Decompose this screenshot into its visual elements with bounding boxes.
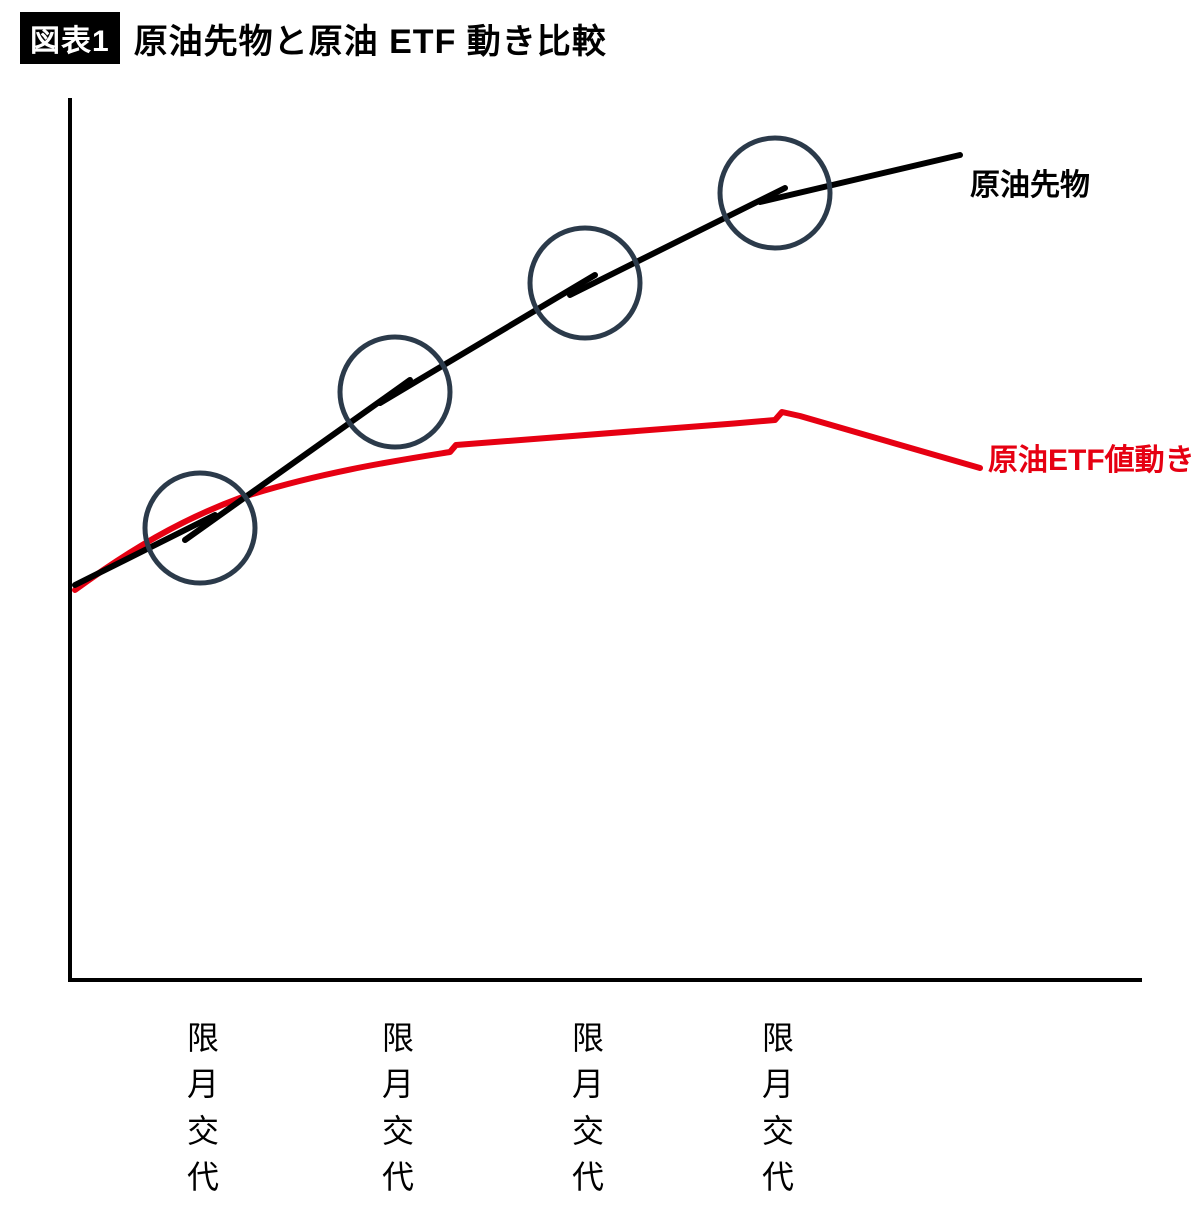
chart-area — [40, 80, 1160, 1000]
xaxis-label-2: 限月交代 — [569, 1015, 609, 1201]
xaxis-label-3: 限月交代 — [759, 1015, 799, 1201]
xaxis-label-1: 限月交代 — [379, 1015, 419, 1201]
figure-number-badge: 図表1 — [20, 12, 120, 64]
figure-title: 原油先物と原油 ETF 動き比較 — [134, 14, 607, 63]
chart-svg — [40, 80, 1160, 1000]
figure-container: 図表1 原油先物と原油 ETF 動き比較 原油先物 原油ETF値動き 限月交代 … — [0, 0, 1200, 1211]
series-label-etf: 原油ETF値動き — [988, 435, 1195, 479]
figure-title-row: 図表1 原油先物と原油 ETF 動き比較 — [20, 12, 607, 64]
xaxis-label-0: 限月交代 — [184, 1015, 224, 1201]
series-label-futures: 原油先物 — [970, 160, 1090, 204]
